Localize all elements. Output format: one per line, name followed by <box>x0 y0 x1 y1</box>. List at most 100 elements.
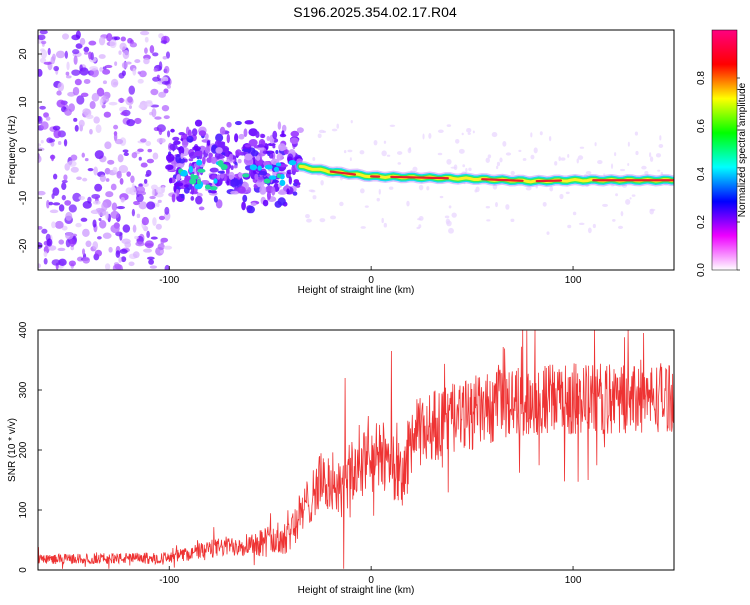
spectrogram-blob <box>540 131 543 135</box>
spectrogram-blob <box>602 204 608 207</box>
spectrogram-blob <box>144 47 148 53</box>
spectrogram-blob <box>40 48 45 51</box>
spectrogram-blob <box>82 229 90 237</box>
spectrogram-blob <box>56 91 61 96</box>
spectrogram-blob <box>267 152 270 156</box>
spectrogram-blob <box>46 116 51 120</box>
spectrogram-blob <box>53 66 59 71</box>
spectrogram-blob <box>567 225 571 228</box>
spectrogram-blob <box>286 188 289 194</box>
spectrogram-blob <box>426 186 429 190</box>
spectrogram-blob <box>53 129 61 138</box>
spectrogram-blob <box>48 48 51 55</box>
spectrogram-hotspot <box>220 164 227 170</box>
spectrogram-blob <box>191 186 194 195</box>
spectrogram-blob <box>82 178 87 182</box>
spectrogram-blob <box>496 166 498 170</box>
spectrogram-blob <box>160 250 164 254</box>
spectrogram-blob <box>278 121 281 129</box>
spectrogram-blob <box>152 188 155 197</box>
spectrogram-blob <box>53 174 57 180</box>
spectrogram-blob <box>138 104 144 108</box>
spectrogram-blob <box>145 240 154 248</box>
spectrogram-blob <box>52 259 61 265</box>
spectrogram-blob <box>105 191 113 197</box>
spectrogram-blob <box>64 139 67 146</box>
spectrogram-blob <box>161 186 165 193</box>
spectrogram-blob <box>63 174 67 180</box>
spectrogram-blob <box>99 37 105 46</box>
spectrogram-blob <box>621 211 624 216</box>
spectrogram-blob <box>294 179 300 183</box>
colorbar-tick-label: 0.2 <box>696 215 707 229</box>
spectrogram-blob <box>374 140 378 145</box>
spectrogram-blob <box>134 118 141 124</box>
spectrogram-blob <box>278 191 287 195</box>
spectrogram-blob <box>132 68 136 76</box>
spectrogram-blob <box>120 112 127 116</box>
spectrogram-x-label: Height of straight line (km) <box>298 285 415 296</box>
spectrogram-blob <box>158 200 162 203</box>
spectrogram-blob <box>656 153 661 157</box>
spectrogram-blob <box>73 87 79 96</box>
spectrogram-blob <box>44 251 48 257</box>
spectrogram-blob <box>139 201 147 209</box>
spectrogram-blob <box>114 36 120 40</box>
y-tick-label: 100 <box>18 501 29 518</box>
spectrogram-blob <box>649 152 651 157</box>
spectrogram-blob <box>518 150 521 152</box>
spectrogram-blob <box>242 149 251 153</box>
spectrogram-blob <box>618 226 623 229</box>
spectrogram-blob <box>534 147 538 153</box>
spectrogram-blob <box>143 249 152 253</box>
spectrogram-blob <box>290 137 299 144</box>
spectrogram-blob <box>595 142 597 146</box>
spectrogram-blob <box>657 170 660 172</box>
spectrogram-blob <box>104 141 111 149</box>
spectrogram-hotspot <box>193 175 199 180</box>
x-tick-label: -100 <box>159 275 179 286</box>
y-tick-label: -20 <box>18 238 29 253</box>
spectrogram-blob <box>641 166 646 170</box>
spectrogram-blob <box>194 151 202 156</box>
spectrogram-blob <box>242 195 247 202</box>
spectrogram-blob <box>151 237 158 240</box>
spectrogram-blob <box>449 205 452 208</box>
spectrogram-blob <box>159 216 165 220</box>
spectrogram-hotspot <box>264 178 271 183</box>
spectrogram-blob <box>451 213 456 218</box>
spectrogram-blob <box>220 127 226 135</box>
spectrogram-blob <box>216 155 225 159</box>
snr-y-label: SNR (10 * v/v) <box>7 418 18 482</box>
spectrogram-blob <box>128 261 134 266</box>
spectrogram-blob <box>306 219 312 223</box>
spectrogram-blob <box>157 138 166 143</box>
spectrogram-blob <box>409 147 411 151</box>
spectrogram-blob <box>486 206 490 208</box>
spectrogram-blob <box>635 151 638 155</box>
spectrogram-blob <box>247 206 255 214</box>
y-tick-label: -10 <box>18 190 29 205</box>
spectrogram-blob <box>69 239 75 247</box>
spectrogram-blob <box>526 187 532 191</box>
spectrogram-blob <box>75 223 81 227</box>
spectrogram-blob <box>115 139 123 144</box>
spectrogram-blob <box>573 212 576 216</box>
spectrogram-blob <box>71 167 79 173</box>
spectrogram-blob <box>312 157 315 161</box>
spectrogram-blob <box>112 202 117 211</box>
spectrogram-blob <box>163 56 168 60</box>
spectrogram-blob <box>130 42 137 47</box>
spectrogram-blob <box>147 159 154 164</box>
spectrogram-blob <box>156 202 159 207</box>
spectrogram-blob <box>69 204 77 212</box>
spectrogram-hotspot <box>277 173 281 178</box>
spectrogram-blob <box>473 130 475 133</box>
spectrogram-hotspot <box>205 184 211 189</box>
spectrogram-blob <box>184 184 189 187</box>
spectrogram-blob <box>208 152 213 158</box>
spectrogram-blob <box>148 259 154 265</box>
spectrogram-blob <box>454 164 458 170</box>
spectrogram-blob <box>169 178 172 184</box>
